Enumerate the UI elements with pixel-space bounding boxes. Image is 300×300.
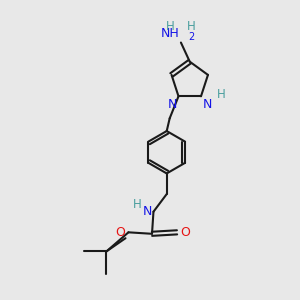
- Text: N: N: [168, 98, 177, 111]
- Text: H: H: [133, 198, 142, 211]
- Text: O: O: [116, 226, 125, 239]
- Text: N: N: [142, 205, 152, 218]
- Text: 2: 2: [188, 32, 194, 42]
- Text: NH: NH: [161, 27, 179, 40]
- Text: N: N: [202, 98, 212, 111]
- Text: H: H: [166, 20, 175, 33]
- Text: O: O: [180, 226, 190, 239]
- Text: H: H: [217, 88, 226, 101]
- Text: H: H: [187, 20, 196, 33]
